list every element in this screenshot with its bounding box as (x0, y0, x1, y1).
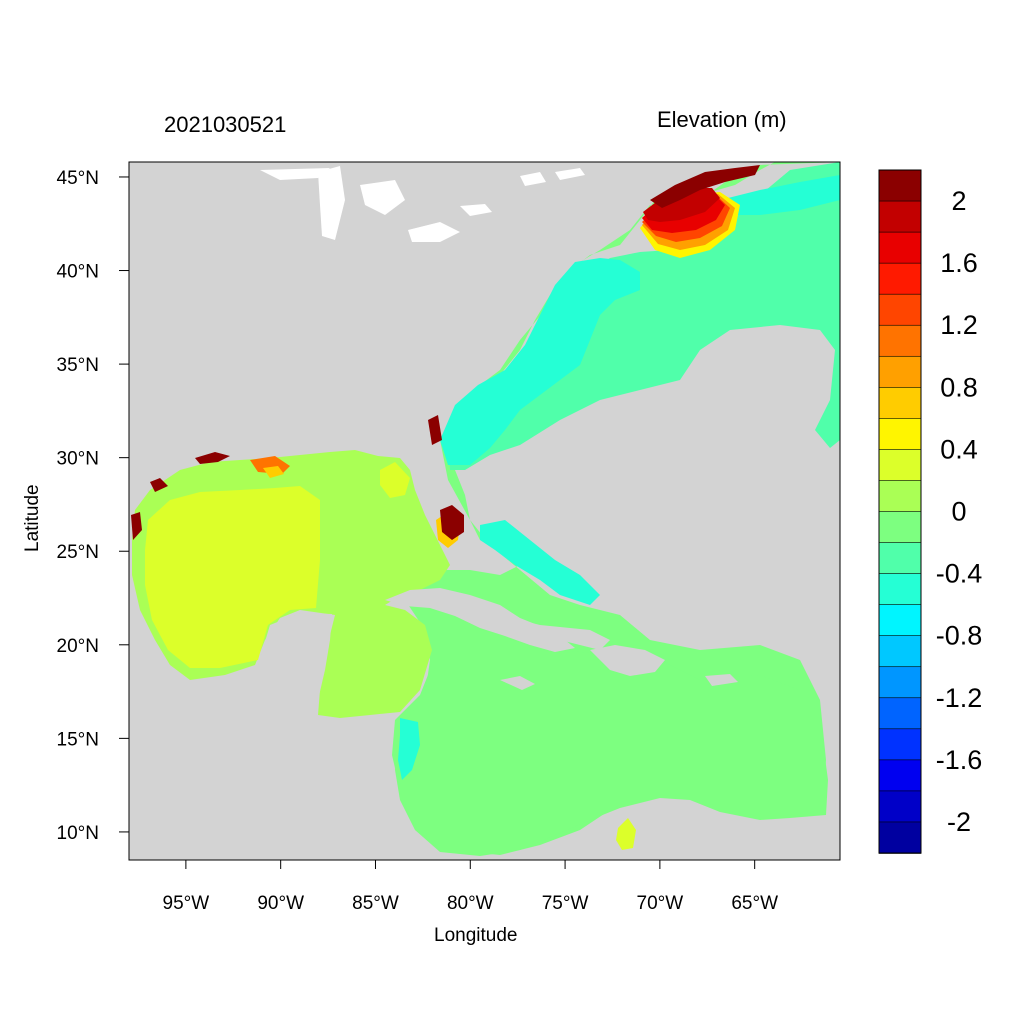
y-tick-label: 20°N (57, 636, 99, 657)
x-axis: 95°W 90°W 85°W 80°W 75°W 70°W 65°W (163, 860, 778, 914)
x-axis-label: Longitude (434, 925, 518, 946)
x-tick-label: 80°W (447, 893, 494, 914)
gulf-coast-surge-spots (131, 415, 442, 540)
y-axis: 45°N 40°N 35°N 30°N 25°N 20°N 15°N 10°N (57, 168, 129, 844)
colorbar-swatch (878, 697, 922, 730)
gulf-core-east (380, 462, 410, 498)
colorbar-label: 1.6 (940, 248, 978, 278)
colorbar-swatch (878, 759, 922, 792)
y-tick-label: 30°N (57, 449, 99, 470)
y-tick-label: 45°N (57, 168, 99, 189)
caribbean-sea (395, 600, 828, 856)
x-tick-label: 65°W (731, 893, 778, 914)
colorbar-label: 0.8 (940, 372, 978, 402)
colorbar-swatch (878, 355, 922, 389)
colorbar: 2 1.6 1.2 0.8 0.4 0 -0.4 -0.8 -1.2 -1.6 -2 (878, 169, 983, 854)
nearshore-atlantic (440, 258, 640, 465)
jamaica-landmass (500, 676, 535, 690)
colorbar-label: -0.4 (936, 559, 983, 589)
colorbar-swatch (878, 418, 922, 451)
colorbar-swatch (878, 169, 922, 202)
colorbar-label: 1.2 (940, 310, 978, 340)
lake-maracaibo (616, 818, 636, 850)
colorbar-swatch (878, 200, 922, 233)
colorbar-label: 2 (951, 186, 966, 216)
colorbar-swatch (878, 666, 922, 699)
florida-storm-surge (436, 505, 464, 548)
map-area (129, 162, 840, 860)
colorbar-swatch (878, 231, 922, 264)
gulf-maine-shelf (728, 175, 840, 215)
colorbar-label: -1.6 (936, 745, 983, 775)
colorbar-swatch (878, 821, 922, 854)
y-tick-label: 35°N (57, 355, 99, 376)
colorbar-swatch (878, 293, 922, 327)
colorbar-swatch (878, 480, 922, 513)
east-coast-shelf (448, 162, 840, 470)
colorbar-swatch (878, 511, 922, 544)
y-tick-label: 10°N (57, 823, 99, 844)
colorbar-label: 0 (951, 497, 966, 527)
variable-title: Elevation (m) (657, 107, 787, 132)
great-lakes (260, 166, 585, 242)
y-tick-label: 15°N (57, 729, 99, 750)
y-tick-label: 25°N (57, 542, 99, 563)
central-america-coast (398, 718, 420, 780)
x-tick-label: 75°W (542, 893, 589, 914)
date-code-title: 2021030521 (164, 112, 287, 137)
y-axis-label: Latitude (22, 484, 43, 552)
colorbar-swatch (878, 262, 922, 295)
colorbar-swatch (878, 728, 922, 761)
colorbar-swatch (878, 790, 922, 823)
hispaniola-landmass (590, 645, 665, 676)
colorbar-swatch (878, 387, 922, 420)
colorbar-swatch (878, 573, 922, 606)
storm-surge-plume (640, 165, 760, 258)
yucatan-peninsula (258, 613, 332, 715)
colorbar-swatch (878, 324, 922, 358)
colorbar-label: -1.2 (936, 683, 983, 713)
colorbar-frame (878, 169, 922, 854)
x-tick-label: 85°W (352, 893, 399, 914)
y-tick-label: 40°N (57, 262, 99, 283)
x-tick-label: 90°W (257, 893, 304, 914)
colorbar-swatch (878, 635, 922, 668)
colorbar-swatch (878, 604, 922, 637)
colorbar-label: -2 (947, 807, 971, 837)
cuba-landmass (385, 588, 575, 652)
gulf-core-region (145, 486, 320, 668)
bahamas-shelf (480, 520, 600, 605)
puerto-rico-landmass (705, 674, 738, 686)
x-tick-label: 95°W (163, 893, 210, 914)
colorbar-swatch (878, 449, 922, 482)
colorbar-swatch (878, 542, 922, 575)
x-tick-label: 70°W (637, 893, 684, 914)
plot-frame (128, 161, 841, 861)
colorbar-label: -0.8 (936, 621, 983, 651)
colorbar-label: 0.4 (940, 434, 978, 464)
